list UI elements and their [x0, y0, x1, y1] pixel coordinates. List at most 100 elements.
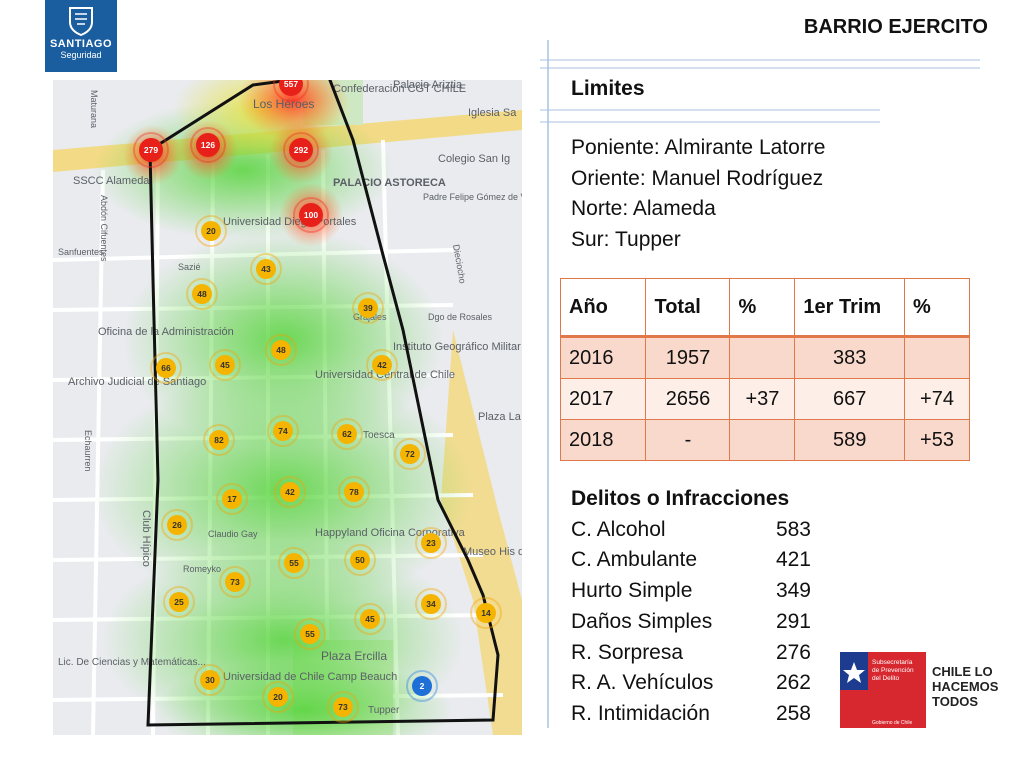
column-header: 1er Trim — [794, 278, 906, 338]
hotspot-marker[interactable]: 25 — [163, 586, 195, 618]
hotspot-marker[interactable]: 100 — [293, 197, 329, 233]
hotspot-marker[interactable]: 23 — [415, 527, 447, 559]
hotspot-marker[interactable]: 26 — [161, 509, 193, 541]
hotspot-marker[interactable]: 55 — [278, 547, 310, 579]
brand-line2: Seguridad — [60, 50, 102, 60]
crime-item: Hurto Simple 349 — [571, 576, 811, 607]
page-title: BARRIO EJERCITO — [803, 16, 988, 38]
svg-text:279: 279 — [144, 145, 158, 155]
map-label: Dgo de Rosales — [428, 312, 493, 322]
svg-text:73: 73 — [338, 702, 348, 712]
map-label: SSCC Alameda — [73, 175, 150, 187]
svg-text:50: 50 — [355, 555, 365, 565]
slogan-line: CHILE LO — [932, 664, 993, 679]
hotspot-marker[interactable]: 82 — [203, 424, 235, 456]
svg-text:26: 26 — [172, 520, 182, 530]
map-label: Colegio San Ig — [438, 153, 510, 165]
svg-text:73: 73 — [230, 577, 240, 587]
hotspot-marker[interactable]: 20 — [262, 681, 294, 713]
crime-item: Daños Simples 291 — [571, 607, 811, 638]
hotspot-marker[interactable]: 2 — [406, 670, 438, 702]
decorative-lines — [540, 40, 980, 728]
hotspot-marker[interactable]: 557 — [273, 80, 309, 102]
crimes-list: Delitos o Infracciones C. Alcohol 583 C. … — [571, 484, 811, 730]
hotspot-marker[interactable]: 42 — [366, 349, 398, 381]
hotspot-marker[interactable]: 73 — [219, 566, 251, 598]
svg-text:34: 34 — [426, 599, 436, 609]
hotspot-marker[interactable]: 50 — [344, 544, 376, 576]
hotspot-marker[interactable]: 20 — [195, 215, 227, 247]
table-cell: +53 — [904, 419, 970, 461]
table-cell: 2017 — [559, 378, 647, 420]
table-cell — [729, 336, 796, 379]
hotspot-marker[interactable]: 30 — [194, 664, 226, 696]
table-cell: 2018 — [559, 419, 647, 461]
table-row: 2016 1957 383 — [559, 336, 970, 379]
crime-count: 583 — [775, 517, 811, 541]
crime-count: 276 — [775, 640, 811, 664]
column-header: % — [904, 278, 970, 338]
slogan-line: TODOS — [932, 694, 978, 709]
hotspot-marker[interactable]: 45 — [354, 603, 386, 635]
hotspot-marker[interactable]: 39 — [352, 292, 384, 324]
svg-text:25: 25 — [174, 597, 184, 607]
hotspot-marker[interactable]: 292 — [283, 132, 319, 168]
limit-item: Poniente: Almirante Latorre — [571, 136, 826, 159]
hotspot-marker[interactable]: 78 — [338, 476, 370, 508]
table-cell: +37 — [729, 378, 796, 420]
table-cell: 383 — [794, 336, 906, 379]
crime-item: R. Intimidación 258 — [571, 699, 811, 730]
crime-name: R. Sorpresa — [571, 640, 684, 664]
hotspot-marker[interactable]: 55 — [294, 618, 326, 650]
table-cell: 667 — [794, 378, 906, 420]
hotspot-marker[interactable]: 42 — [274, 476, 306, 508]
hotspot-marker[interactable]: 62 — [331, 418, 363, 450]
hotspot-marker[interactable]: 74 — [267, 415, 299, 447]
map-label: Sanfuentes — [58, 247, 104, 257]
hotspot-marker[interactable]: 43 — [250, 253, 282, 285]
map-label: Museo His del Ejér — [463, 546, 522, 558]
column-header: Total — [645, 278, 731, 338]
map-label: Oficina de la Administración — [98, 326, 234, 338]
brand-line1: SANTIAGO — [49, 38, 113, 50]
svg-text:17: 17 — [227, 494, 237, 504]
crime-name: Daños Simples — [571, 609, 713, 633]
subsecretaria-logo: Subsecretaría de Prevención del Delito G… — [840, 652, 926, 728]
highway-road — [441, 330, 522, 735]
crime-name: R. A. Vehículos — [571, 671, 714, 695]
hotspot-marker[interactable]: 34 — [415, 588, 447, 620]
crime-count: 258 — [775, 701, 811, 725]
crime-item: C. Ambulante 421 — [571, 545, 811, 576]
slogan-line: HACEMOS — [932, 679, 999, 694]
hotspot-marker[interactable]: 48 — [186, 278, 218, 310]
hotspot-marker[interactable]: 17 — [216, 483, 248, 515]
hotspot-marker[interactable]: 45 — [209, 349, 241, 381]
hotspot-marker[interactable]: 126 — [190, 127, 226, 163]
table-cell — [904, 336, 970, 379]
crime-item: C. Alcohol 583 — [571, 515, 811, 546]
map-canvas: Palacio Ariztia Los Héroes Confederación… — [53, 80, 522, 735]
table-cell: +74 — [904, 378, 970, 420]
column-header: Año — [559, 278, 647, 338]
hotspot-marker[interactable]: 48 — [265, 334, 297, 366]
crimes-title: Delitos o Infracciones — [571, 487, 790, 510]
crime-item: R. A. Vehículos 262 — [571, 668, 811, 699]
hotspot-marker[interactable]: 14 — [470, 597, 502, 629]
map-label: Universidad de Chile Camp Beauch — [223, 671, 397, 683]
svg-text:20: 20 — [273, 692, 283, 702]
table-cell: - — [645, 419, 731, 461]
map-label: Instituto Geográfico Militar — [393, 341, 521, 353]
crime-name: R. Intimidación — [571, 701, 710, 725]
hotspot-marker[interactable]: 73 — [327, 691, 359, 723]
table-cell: 2656 — [645, 378, 731, 420]
hotspot-marker[interactable]: 72 — [394, 438, 426, 470]
hotspot-marker[interactable]: 279 — [133, 132, 169, 168]
svg-text:48: 48 — [276, 345, 286, 355]
subsecretaria-line: del Delito — [872, 675, 899, 682]
svg-text:78: 78 — [349, 487, 359, 497]
svg-text:42: 42 — [285, 487, 295, 497]
svg-text:74: 74 — [278, 426, 288, 436]
crime-name: C. Ambulante — [571, 548, 698, 572]
svg-text:20: 20 — [206, 226, 216, 236]
hotspot-marker[interactable]: 66 — [150, 352, 182, 384]
